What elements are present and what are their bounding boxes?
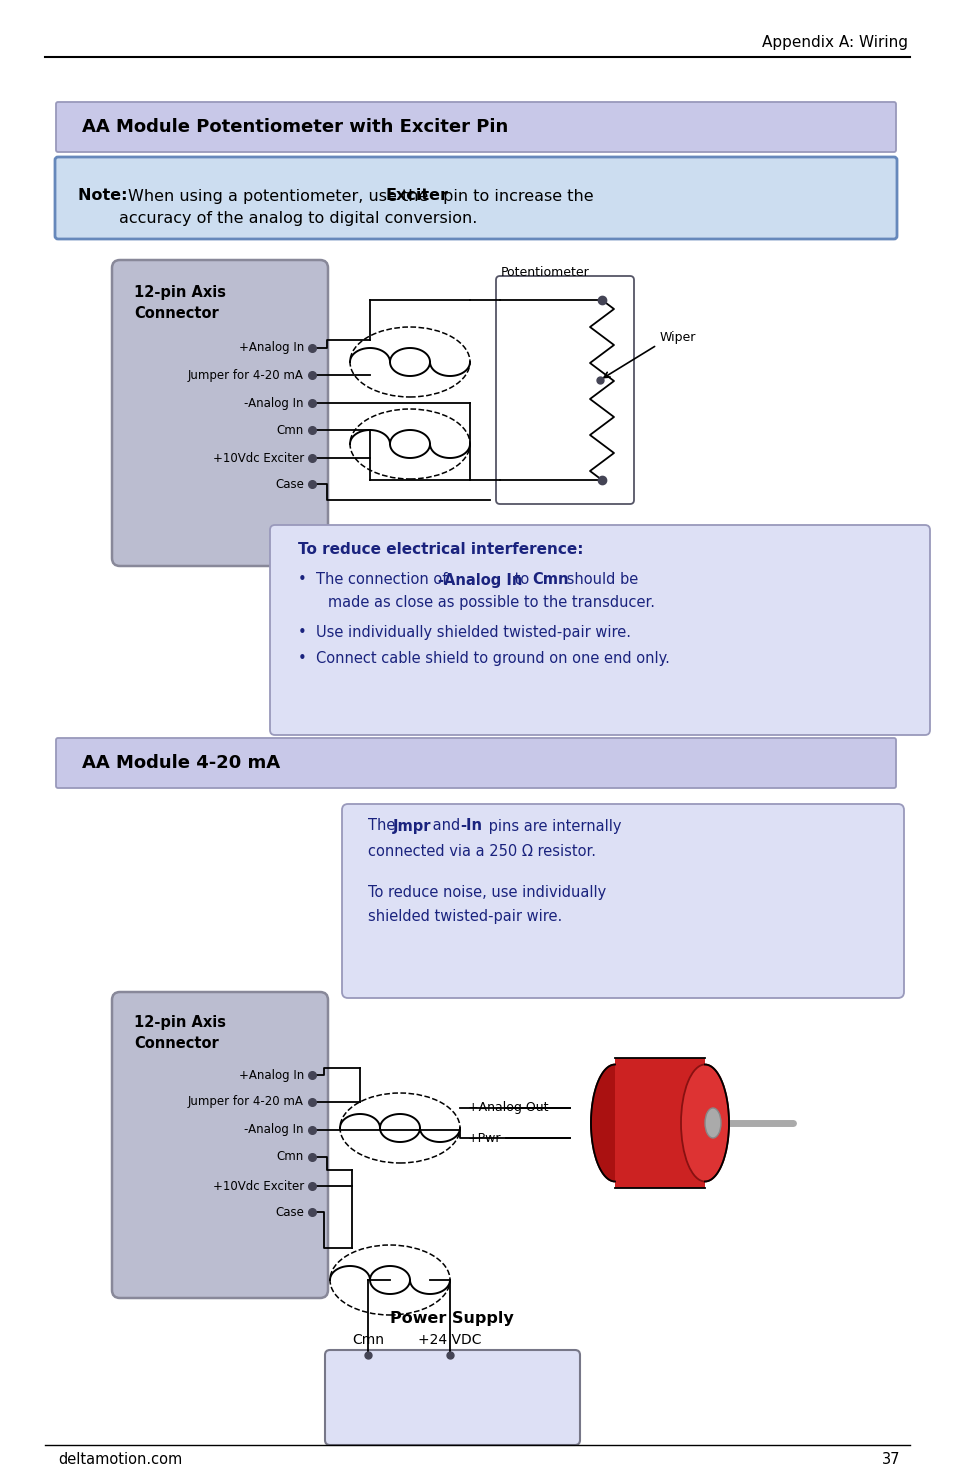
FancyBboxPatch shape — [341, 804, 903, 999]
FancyBboxPatch shape — [56, 102, 895, 152]
Text: +24 VDC: +24 VDC — [417, 1333, 481, 1347]
Text: -Analog In: -Analog In — [244, 1124, 304, 1137]
Text: +10Vdc Exciter: +10Vdc Exciter — [213, 1180, 304, 1192]
FancyBboxPatch shape — [112, 993, 328, 1298]
Text: Case: Case — [274, 1205, 304, 1218]
Text: Cmn: Cmn — [532, 572, 568, 587]
FancyBboxPatch shape — [112, 260, 328, 566]
Text: To reduce noise, use individually: To reduce noise, use individually — [368, 885, 605, 900]
Text: accuracy of the analog to digital conversion.: accuracy of the analog to digital conver… — [78, 211, 476, 226]
Text: pin to increase the: pin to increase the — [437, 189, 593, 204]
Ellipse shape — [590, 1065, 639, 1181]
Text: made as close as possible to the transducer.: made as close as possible to the transdu… — [314, 596, 655, 611]
Text: 12-pin Axis: 12-pin Axis — [133, 285, 226, 299]
Text: Cmn: Cmn — [276, 1150, 304, 1164]
Text: +10Vdc Exciter: +10Vdc Exciter — [213, 451, 304, 465]
Text: To reduce electrical interference:: To reduce electrical interference: — [297, 543, 583, 558]
Text: +Analog In: +Analog In — [238, 342, 304, 354]
Text: •  Use individually shielded twisted-pair wire.: • Use individually shielded twisted-pair… — [297, 624, 630, 640]
Text: •  The connection of: • The connection of — [297, 572, 452, 587]
Text: connected via a 250 Ω resistor.: connected via a 250 Ω resistor. — [368, 844, 596, 858]
Text: Jumper for 4-20 mA: Jumper for 4-20 mA — [188, 369, 304, 382]
Text: Jumper for 4-20 mA: Jumper for 4-20 mA — [188, 1096, 304, 1109]
Ellipse shape — [680, 1065, 728, 1181]
Text: pins are internally: pins are internally — [483, 819, 620, 833]
Text: Appendix A: Wiring: Appendix A: Wiring — [761, 34, 907, 50]
Text: Wiper: Wiper — [659, 330, 696, 344]
Text: AA Module Potentiometer with Exciter Pin: AA Module Potentiometer with Exciter Pin — [82, 118, 508, 136]
Text: and: and — [428, 819, 464, 833]
Text: Cmn: Cmn — [276, 423, 304, 437]
Text: shielded twisted-pair wire.: shielded twisted-pair wire. — [368, 909, 561, 923]
Text: •  Connect cable shield to ground on one end only.: • Connect cable shield to ground on one … — [297, 650, 669, 665]
Text: -In: -In — [459, 819, 481, 833]
Text: Note:: Note: — [78, 189, 133, 204]
Text: Potentiometer: Potentiometer — [500, 266, 589, 279]
Text: should be: should be — [561, 572, 638, 587]
FancyBboxPatch shape — [496, 276, 634, 504]
Text: -Analog In: -Analog In — [437, 572, 522, 587]
FancyBboxPatch shape — [270, 525, 929, 735]
Ellipse shape — [704, 1108, 720, 1139]
Text: to: to — [510, 572, 534, 587]
Text: +Analog In: +Analog In — [238, 1068, 304, 1081]
FancyBboxPatch shape — [55, 156, 896, 239]
Text: Connector: Connector — [133, 1037, 218, 1052]
Text: The: The — [368, 819, 399, 833]
Text: +Pwr: +Pwr — [468, 1131, 501, 1145]
Text: Connector: Connector — [133, 307, 218, 322]
Text: Exciter: Exciter — [386, 189, 449, 204]
Text: AA Module 4-20 mA: AA Module 4-20 mA — [82, 754, 280, 771]
Text: deltamotion.com: deltamotion.com — [58, 1453, 182, 1468]
Text: Cmn: Cmn — [352, 1333, 384, 1347]
Bar — [615, 1058, 704, 1187]
Text: Case: Case — [274, 478, 304, 491]
Text: 37: 37 — [881, 1453, 899, 1468]
Text: 12-pin Axis: 12-pin Axis — [133, 1015, 226, 1030]
Text: Power Supply: Power Supply — [390, 1310, 514, 1326]
FancyBboxPatch shape — [56, 738, 895, 788]
FancyBboxPatch shape — [325, 1350, 579, 1446]
Text: +Analog Out: +Analog Out — [468, 1102, 548, 1115]
Text: -Analog In: -Analog In — [244, 397, 304, 410]
Text: Jmpr: Jmpr — [393, 819, 431, 833]
Text: When using a potentiometer, use the: When using a potentiometer, use the — [128, 189, 433, 204]
